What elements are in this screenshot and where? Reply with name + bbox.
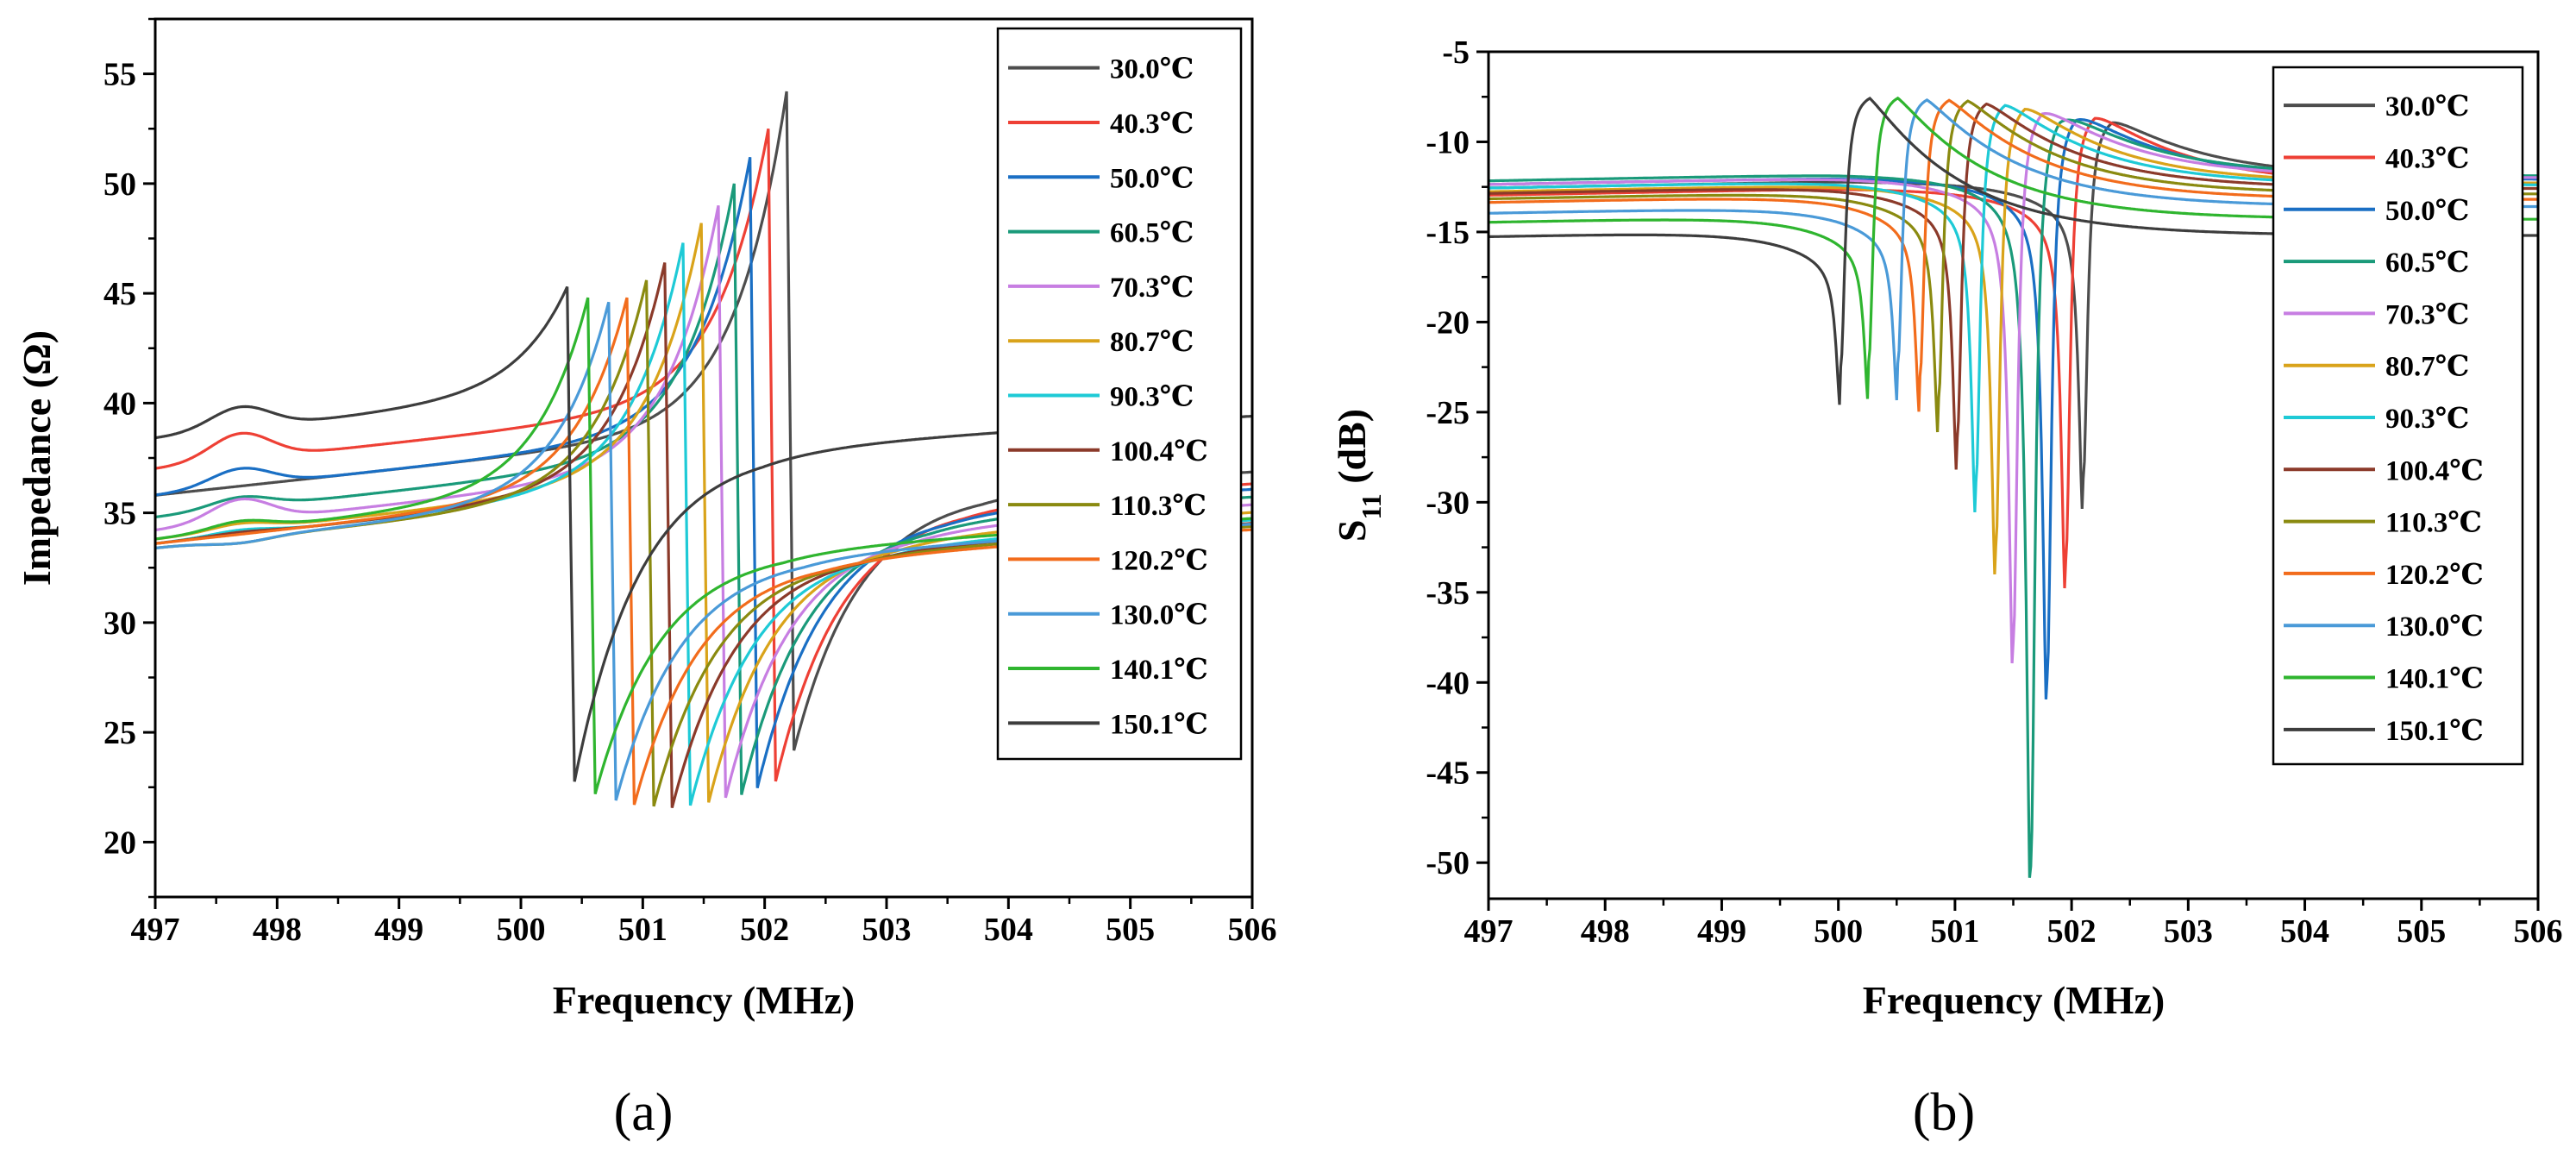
legend-label: 70.3℃ [1110, 273, 1194, 304]
panel-b-x-axis-title: Frequency (MHz) [1863, 978, 2165, 1022]
y-tick-label: 45 [103, 276, 136, 312]
x-tick-label: 501 [1930, 913, 1979, 950]
y-tick-label: 35 [103, 496, 136, 532]
y-tick-label: -40 [1426, 665, 1470, 701]
legend-label: 130.0℃ [2385, 611, 2484, 643]
legend-label: 150.1℃ [1110, 709, 1208, 740]
y-tick-label: 25 [103, 715, 136, 751]
panel-b-y-axis-title-main: S [1330, 520, 1374, 543]
legend-label: 60.5℃ [1110, 218, 1194, 249]
panel-b-y-axis-title: S11 (dB) [1330, 409, 1387, 542]
x-tick-label: 503 [862, 912, 912, 948]
legend-label: 40.3℃ [2385, 143, 2469, 174]
x-tick-label: 498 [253, 912, 302, 948]
x-tick-label: 502 [2047, 913, 2097, 950]
x-tick-label: 499 [1697, 913, 1746, 950]
x-tick-label: 497 [1464, 913, 1514, 950]
legend-label: 140.1℃ [2385, 664, 2484, 695]
legend-label: 120.2℃ [2385, 560, 2484, 591]
y-tick-label: 55 [103, 57, 136, 93]
panel-b-s11-chart: 497 498 499 500 501 502 503 504 505 506 -5 -10 -15 -2… [1330, 34, 2563, 1142]
panel-a-ticks: 497 498 499 500 501 502 503 504 505 506 20 25 30 35 40… [103, 17, 1277, 948]
legend-label: 90.3℃ [2385, 404, 2469, 435]
legend-label: 80.7℃ [2385, 352, 2469, 383]
x-tick-label: 505 [2397, 913, 2446, 950]
x-tick-label: 497 [131, 912, 180, 948]
x-tick-label: 503 [2164, 913, 2213, 950]
y-tick-label: 30 [103, 605, 136, 642]
legend-label: 30.0℃ [1110, 54, 1194, 85]
legend-label: 100.4℃ [1110, 436, 1208, 467]
x-tick-label: 500 [497, 912, 546, 948]
legend-label: 110.3℃ [2385, 508, 2482, 539]
panel-b-y-axis-title-sub: 11 [1356, 493, 1387, 519]
legend-label: 140.1℃ [1110, 655, 1208, 686]
panel-a-x-axis-title: Frequency (MHz) [553, 978, 855, 1022]
legend-label: 120.2℃ [1110, 545, 1208, 576]
y-tick-label: -35 [1426, 575, 1470, 611]
x-tick-label: 505 [1106, 912, 1155, 948]
legend-label: 70.3℃ [2385, 299, 2469, 330]
legend-label: 110.3℃ [1110, 491, 1207, 522]
y-tick-label: -50 [1426, 845, 1470, 881]
x-tick-label: 498 [1581, 913, 1630, 950]
y-tick-label: 20 [103, 825, 136, 861]
panel-b-y-axis-title-unit: (dB) [1330, 409, 1374, 493]
panel-a-legend: 30.0℃ 40.3℃ 50.0℃ 60.5℃ 70.3℃ 80.7℃ 90.3℃ 100.4… [996, 27, 1243, 761]
panel-b-tag: (b) [1913, 1083, 1975, 1142]
y-tick-label: -5 [1442, 34, 1470, 71]
legend-label: 40.3℃ [1110, 109, 1194, 140]
x-tick-label: 506 [1228, 912, 1277, 948]
y-tick-label: -10 [1426, 124, 1470, 160]
x-tick-label: 504 [984, 912, 1033, 948]
legend-label: 50.0℃ [2385, 196, 2469, 227]
x-tick-label: 501 [618, 912, 668, 948]
y-tick-label: 40 [103, 386, 136, 422]
x-tick-label: 504 [2280, 913, 2329, 950]
legend-label: 90.3℃ [1110, 382, 1194, 413]
y-tick-label: -15 [1426, 215, 1470, 251]
y-tick-label: -20 [1426, 304, 1470, 341]
panel-b-legend: 30.0℃ 40.3℃ 50.0℃ 60.5℃ 70.3℃ 80.7℃ 90.3℃ 100.4… [2272, 66, 2524, 766]
y-tick-label: -30 [1426, 485, 1470, 521]
y-tick-label: 50 [103, 166, 136, 203]
panel-b-ticks: 497 498 499 500 501 502 503 504 505 506 -5 -10 -15 -2… [1426, 34, 2562, 950]
legend-label: 100.4℃ [2385, 455, 2484, 486]
legend-label: 130.0℃ [1110, 600, 1208, 631]
legend-label: 30.0℃ [2385, 91, 2469, 122]
x-tick-label: 506 [2514, 913, 2563, 950]
legend-label: 50.0℃ [1110, 163, 1194, 194]
panel-a-impedance-chart: 497 498 499 500 501 502 503 504 505 506 20 25 30 35 40… [15, 17, 1277, 1142]
legend-label: 80.7℃ [1110, 327, 1194, 358]
x-tick-label: 499 [374, 912, 423, 948]
legend-label: 150.1℃ [2385, 716, 2484, 747]
x-tick-label: 500 [1814, 913, 1863, 950]
x-tick-label: 502 [740, 912, 789, 948]
panel-a-tag: (a) [614, 1083, 674, 1142]
legend-label: 60.5℃ [2385, 248, 2469, 279]
panel-a-y-axis-title: Impedance (Ω) [15, 330, 59, 586]
y-tick-label: -45 [1426, 756, 1470, 792]
y-tick-label: -25 [1426, 395, 1470, 431]
